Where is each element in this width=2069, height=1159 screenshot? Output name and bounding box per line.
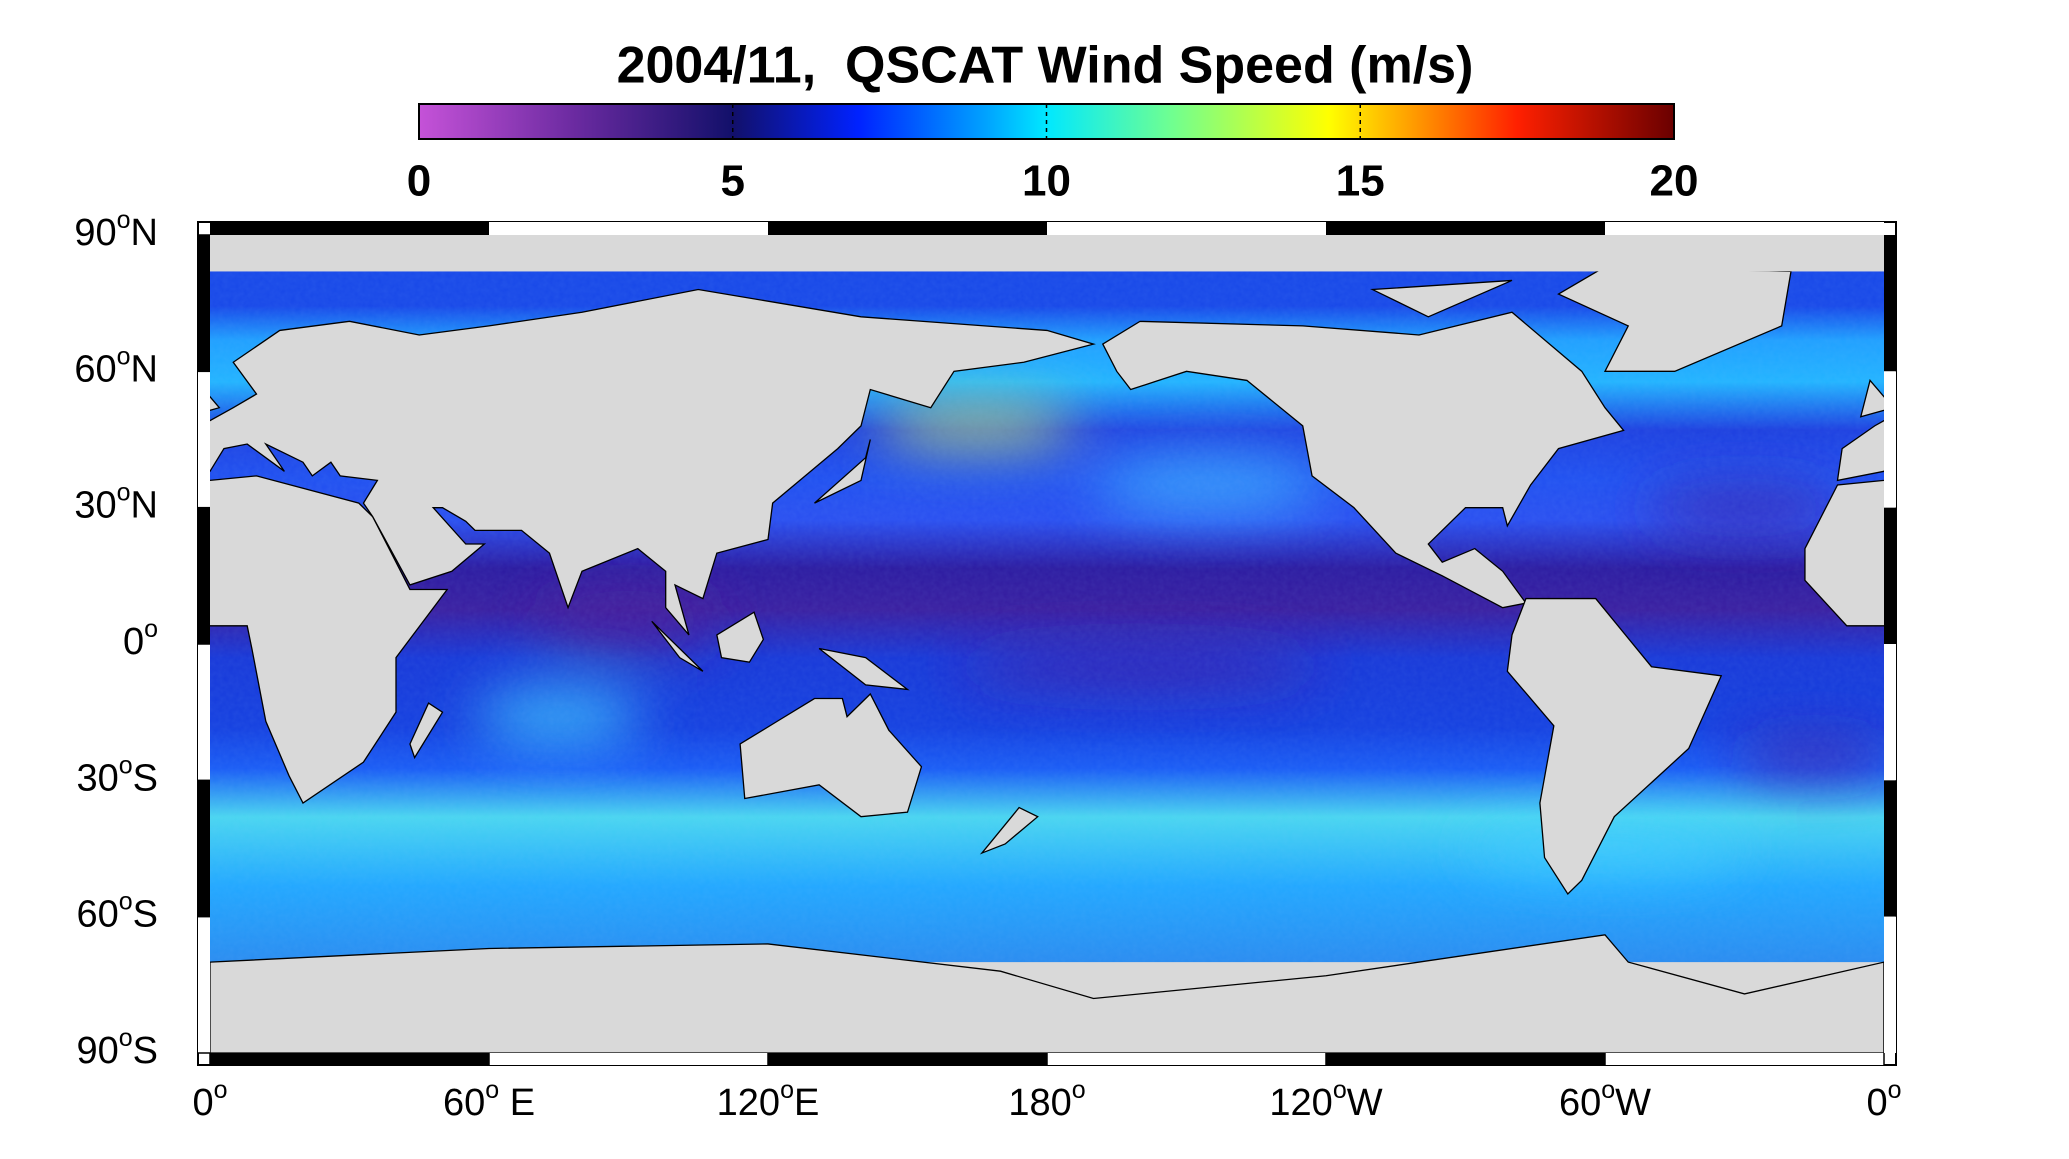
tick-label-part: 180 xyxy=(1008,1082,1071,1124)
tick-label-part: 0 xyxy=(123,621,144,663)
tick-label: 30oS xyxy=(76,751,158,799)
tick-label-part: N xyxy=(131,212,158,254)
lat-frame-segment xyxy=(1884,507,1896,644)
tick-label-part: 60 xyxy=(74,348,116,390)
degree-sign: o xyxy=(117,479,131,507)
colorbar-tick-label: 5 xyxy=(721,157,745,206)
tick-label-part: 0 xyxy=(1866,1082,1887,1124)
tick-label: 60o E xyxy=(443,1076,535,1124)
tick-label-part: 120 xyxy=(1269,1082,1332,1124)
tick-label: 30oN xyxy=(74,479,158,527)
degree-sign: o xyxy=(485,1076,499,1104)
lat-frame-segment xyxy=(198,780,210,917)
colorbar-tick-label: 20 xyxy=(1650,157,1699,206)
degree-sign: o xyxy=(119,1024,133,1052)
degree-sign: o xyxy=(780,1076,794,1104)
tick-label-part: 0 xyxy=(192,1082,213,1124)
degree-sign: o xyxy=(214,1076,228,1104)
tick-label-part: 60 xyxy=(443,1082,485,1124)
tick-label-part: N xyxy=(131,485,158,527)
lon-frame-segment xyxy=(1326,222,1605,235)
degree-sign: o xyxy=(144,615,158,643)
lon-frame-segment xyxy=(489,1053,768,1065)
axis-labels: 0o 60o E 120oE 180o 120oW 60oW 0o90oN60oN30oN0… xyxy=(74,206,1901,1124)
lat-frame-segment xyxy=(1884,644,1896,781)
frame-ticks xyxy=(198,222,1896,1065)
lat-frame-segment xyxy=(1884,235,1896,372)
lon-frame-segment xyxy=(1326,1053,1605,1065)
tick-label-part: S xyxy=(133,1030,158,1072)
tick-label: 0o xyxy=(1866,1076,1901,1124)
tick-label-part: W xyxy=(1615,1082,1651,1124)
lat-frame-segment xyxy=(1884,780,1896,917)
polar-no-data xyxy=(210,235,1884,272)
lat-frame-segment xyxy=(198,507,210,644)
lat-frame-segment xyxy=(198,644,210,781)
degree-sign: o xyxy=(1072,1076,1086,1104)
lat-frame-segment xyxy=(1884,916,1896,1053)
lat-frame-segment xyxy=(198,916,210,1053)
tick-label-part: 90 xyxy=(74,212,116,254)
tick-label: 120oE xyxy=(717,1076,820,1124)
degree-sign: o xyxy=(117,342,131,370)
degree-sign: o xyxy=(117,206,131,234)
tick-label-part: 120 xyxy=(717,1082,780,1124)
tick-label-part: E xyxy=(794,1082,819,1124)
colorbar-tick-label: 15 xyxy=(1336,157,1385,206)
tick-label-part: E xyxy=(499,1082,535,1124)
lat-frame-segment xyxy=(198,371,210,508)
colorbar-tick-label: 0 xyxy=(407,157,431,206)
tick-label: 60oN xyxy=(74,342,158,390)
degree-sign: o xyxy=(119,888,133,916)
tick-label-part: S xyxy=(133,894,158,936)
degree-sign: o xyxy=(1601,1076,1615,1104)
tick-label-part: 90 xyxy=(76,1030,118,1072)
lon-frame-segment xyxy=(1047,222,1326,235)
tick-label: 0o xyxy=(123,615,158,663)
tick-label-part: N xyxy=(131,348,158,390)
lon-frame-segment xyxy=(489,222,768,235)
lon-frame-segment xyxy=(1605,1053,1884,1065)
tick-label: 60oS xyxy=(76,888,158,936)
colorbar-tick-label: 10 xyxy=(1022,157,1071,206)
tick-label: 0o xyxy=(192,1076,227,1124)
degree-sign: o xyxy=(1888,1076,1902,1104)
tick-label-part: 60 xyxy=(76,894,118,936)
lon-frame-segment xyxy=(768,222,1047,235)
map xyxy=(210,235,1884,1053)
tick-label-part: W xyxy=(1347,1082,1383,1124)
lat-frame-segment xyxy=(1884,371,1896,508)
tick-label: 180o xyxy=(1008,1076,1085,1124)
degree-sign: o xyxy=(1333,1076,1347,1104)
tick-label-part: 30 xyxy=(76,757,118,799)
lat-frame-segment xyxy=(198,235,210,372)
tick-label-part: 60 xyxy=(1559,1082,1601,1124)
tick-label: 60oW xyxy=(1559,1076,1651,1124)
lon-frame-segment xyxy=(1047,1053,1326,1065)
tick-label-part: S xyxy=(133,757,158,799)
lon-frame-segment xyxy=(210,1053,489,1065)
colorbar: 0 5 10 15 20 xyxy=(407,103,1699,206)
lon-frame-segment xyxy=(768,1053,1047,1065)
lon-frame-segment xyxy=(210,222,489,235)
tick-label-part: 30 xyxy=(74,485,116,527)
land xyxy=(210,267,1884,1053)
lon-frame-segment xyxy=(1605,222,1884,235)
tick-label: 90oN xyxy=(74,206,158,254)
degree-sign: o xyxy=(119,751,133,779)
title: 2004/11, QSCAT Wind Speed (m/s) xyxy=(617,37,1474,95)
tick-label: 90oS xyxy=(76,1024,158,1072)
tick-label: 120oW xyxy=(1269,1076,1382,1124)
